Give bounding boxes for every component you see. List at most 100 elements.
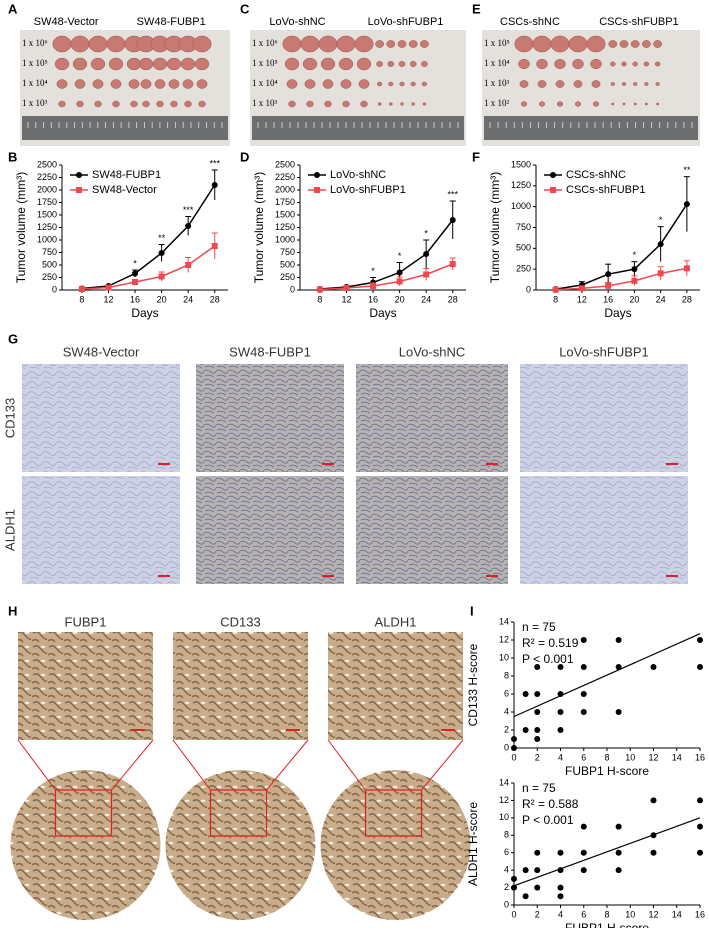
y-axis-label: Tumor volume (mm³)	[14, 172, 28, 284]
tumor	[70, 35, 90, 53]
annotation: n = 75	[522, 781, 556, 795]
significance: ***	[183, 205, 194, 215]
panel-label: C	[240, 1, 250, 16]
significance: **	[683, 165, 691, 175]
x-tick-label: 28	[448, 294, 458, 304]
annotation: R² = 0.519	[522, 636, 579, 650]
tumor	[520, 101, 528, 107]
tumor	[537, 80, 547, 88]
x-tick-label: 6	[581, 752, 586, 762]
tumor	[411, 102, 416, 106]
tma-zoom	[173, 632, 308, 740]
tumor	[52, 35, 72, 53]
marker	[423, 251, 430, 257]
tumor	[642, 40, 651, 48]
x-tick-label: 12	[648, 909, 658, 919]
tumor	[568, 35, 588, 53]
tumor	[532, 35, 552, 53]
point	[534, 664, 541, 670]
marker	[605, 271, 612, 278]
tumor	[656, 102, 660, 106]
row-label: 1 x 10³	[252, 98, 278, 108]
point	[534, 867, 541, 874]
column-header: LoVo-shFUBP1	[559, 344, 649, 359]
marker	[578, 285, 585, 292]
marker	[552, 286, 559, 293]
x-tick-label: 24	[183, 294, 193, 304]
point	[534, 709, 541, 715]
y-tick-label: 250	[42, 272, 57, 282]
marker	[396, 269, 403, 276]
tumor	[282, 35, 302, 53]
tumor	[518, 58, 530, 70]
tumor	[168, 79, 180, 89]
y-tick-label: 1500	[37, 209, 57, 219]
tumor	[633, 102, 637, 106]
column-header: ALDH1	[375, 614, 417, 629]
legend-label: LoVo-shFUBP1	[330, 184, 406, 196]
tumor	[342, 100, 350, 108]
y-axis-label: ALDH1 H-score	[466, 802, 480, 886]
tumor	[340, 79, 352, 89]
y-tick-label: 0	[504, 742, 509, 752]
point	[580, 637, 587, 643]
y-tick-label: 1500	[275, 209, 295, 219]
tumor	[610, 61, 616, 67]
tumor	[56, 79, 68, 89]
tumor	[586, 35, 606, 53]
marker	[158, 250, 165, 256]
row-label: 1 x 10²	[484, 98, 510, 108]
ihc-image	[196, 476, 344, 584]
y-axis-label: Tumor volume (mm³)	[488, 172, 502, 284]
significance: *	[659, 215, 663, 225]
point	[697, 823, 703, 830]
point	[534, 849, 541, 856]
group-label: SW48-FUBP1	[137, 16, 206, 28]
point	[522, 867, 529, 874]
series-line	[319, 263, 453, 291]
point	[557, 849, 564, 856]
x-tick-label: 14	[672, 909, 682, 919]
point	[511, 884, 517, 891]
row-header: CD133	[2, 398, 17, 438]
ihc-image	[356, 476, 508, 584]
marker	[185, 262, 192, 268]
point	[534, 884, 541, 891]
tma-core	[320, 770, 471, 920]
significance: *	[398, 251, 402, 261]
marker	[211, 182, 218, 188]
y-tick-label: 0	[504, 899, 509, 909]
tumor	[400, 102, 404, 106]
tumor	[138, 57, 154, 71]
y-axis-label: CD133 H-score	[466, 643, 480, 726]
x-tick-label: 20	[157, 294, 167, 304]
tumor	[377, 81, 383, 87]
y-tick-label: 4	[504, 865, 509, 875]
tumor	[324, 100, 332, 108]
series-line	[319, 219, 454, 290]
tumor	[194, 57, 210, 71]
y-tick-label: 2500	[37, 159, 57, 169]
point	[615, 849, 622, 856]
significance: *	[133, 258, 137, 268]
tumor	[397, 40, 407, 48]
tumor	[322, 79, 334, 89]
tumor	[621, 82, 627, 86]
legend-marker	[550, 187, 556, 193]
tumor	[94, 100, 102, 108]
y-tick-label: 4	[504, 706, 509, 716]
tumor	[574, 101, 582, 107]
x-tick-label: 4	[558, 909, 563, 919]
x-tick-label: 24	[656, 294, 666, 304]
x-tick-label: 2	[535, 752, 540, 762]
panel-label: B	[8, 149, 17, 164]
y-tick-label: 0	[52, 284, 57, 294]
tumor	[166, 57, 182, 71]
tumor	[90, 57, 106, 71]
y-tick-label: 500	[42, 259, 57, 269]
tumor	[360, 100, 368, 108]
x-tick-label: 14	[672, 752, 682, 762]
tumor	[655, 82, 660, 86]
marker	[449, 261, 456, 267]
